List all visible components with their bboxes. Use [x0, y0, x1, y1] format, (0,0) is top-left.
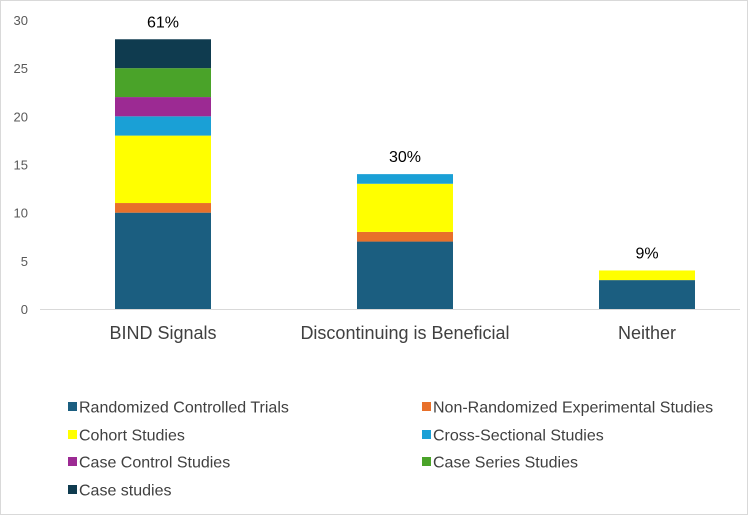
legend-label: Case Control Studies	[79, 455, 230, 472]
legend-label: Non-Randomized Experimental Studies	[433, 400, 713, 417]
legend-swatch	[68, 457, 77, 466]
total-percent-label: 9%	[635, 245, 658, 262]
legend-item: Case Control Studies	[68, 455, 230, 472]
y-tick-label: 15	[14, 158, 28, 173]
y-tick-label: 25	[14, 61, 28, 76]
legend-swatch	[68, 402, 77, 411]
bar-segment	[115, 39, 211, 69]
total-percent-label: 30%	[389, 149, 421, 166]
y-tick-label: 30	[14, 13, 28, 28]
legend-label: Case studies	[79, 483, 172, 500]
category-label: Discontinuing is Beneficial	[300, 323, 509, 343]
bar-segment	[599, 270, 695, 281]
legend-item: Non-Randomized Experimental Studies	[422, 400, 713, 417]
bar-segment	[115, 97, 211, 117]
legend-item: Randomized Controlled Trials	[68, 400, 289, 417]
y-tick-label: 20	[14, 109, 28, 124]
bar-segment	[115, 135, 211, 204]
legend-item: Cohort Studies	[68, 428, 185, 445]
category-label: BIND Signals	[109, 323, 216, 343]
y-tick-label: 0	[21, 302, 28, 317]
legend-item: Cross-Sectional Studies	[422, 428, 604, 445]
legend-swatch	[422, 457, 431, 466]
category-label: Neither	[618, 323, 676, 343]
bar-segment	[357, 183, 453, 232]
y-tick-label: 5	[21, 254, 28, 269]
legend-item: Case Series Studies	[422, 455, 578, 472]
bar-segment	[115, 212, 211, 309]
bar-segment	[357, 174, 453, 184]
bar-segment	[357, 231, 453, 242]
total-percent-label: 61%	[147, 14, 179, 31]
legend-swatch	[68, 430, 77, 439]
legend-swatch	[422, 430, 431, 439]
bar-segment	[115, 116, 211, 136]
bar-segment	[115, 203, 211, 213]
legend-item: Case studies	[68, 483, 172, 500]
legend-label: Cohort Studies	[79, 428, 185, 445]
legend-swatch	[422, 402, 431, 411]
bar-segment	[599, 280, 695, 309]
legend-label: Case Series Studies	[433, 455, 578, 472]
legend-swatch	[68, 485, 77, 494]
bar-segment	[357, 241, 453, 309]
legend-label: Cross-Sectional Studies	[433, 428, 604, 445]
legend-label: Randomized Controlled Trials	[79, 400, 289, 417]
bar-segment	[115, 68, 211, 98]
y-tick-label: 10	[14, 206, 28, 221]
